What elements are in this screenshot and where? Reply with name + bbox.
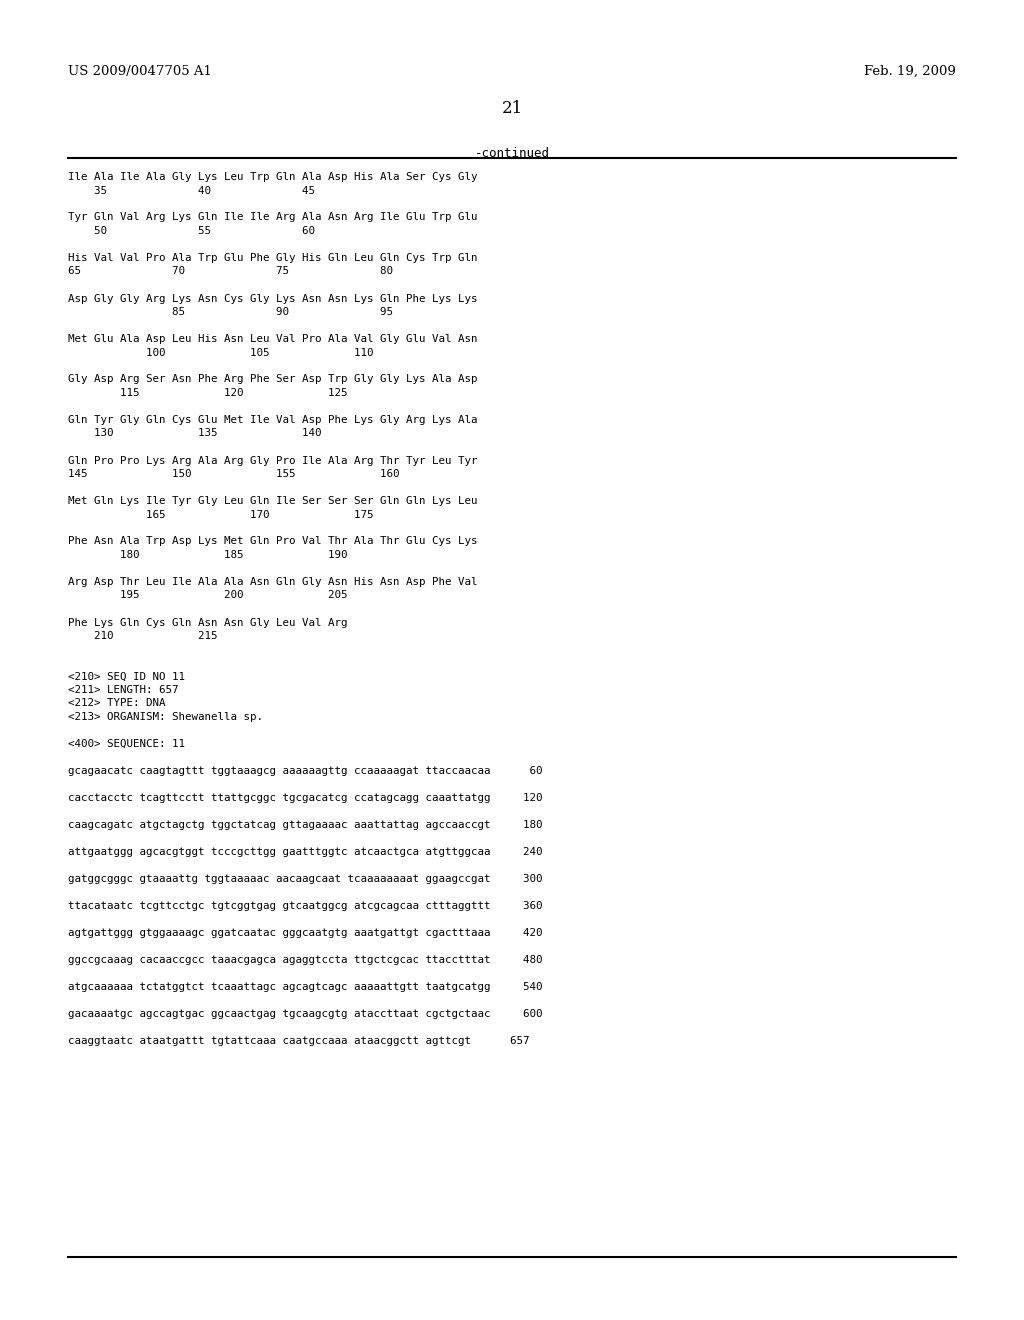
Text: 50              55              60: 50 55 60: [68, 226, 315, 236]
Text: Phe Lys Gln Cys Gln Asn Asn Gly Leu Val Arg: Phe Lys Gln Cys Gln Asn Asn Gly Leu Val …: [68, 618, 347, 627]
Text: atgcaaaaaa tctatggtct tcaaattagc agcagtcagc aaaaattgtt taatgcatgg     540: atgcaaaaaa tctatggtct tcaaattagc agcagtc…: [68, 982, 543, 993]
Text: <400> SEQUENCE: 11: <400> SEQUENCE: 11: [68, 739, 185, 748]
Text: caaggtaatc ataatgattt tgtattcaaa caatgccaaa ataacggctt agttcgt      657: caaggtaatc ataatgattt tgtattcaaa caatgcc…: [68, 1036, 529, 1045]
Text: <210> SEQ ID NO 11: <210> SEQ ID NO 11: [68, 672, 185, 681]
Text: 115             120             125: 115 120 125: [68, 388, 347, 399]
Text: Gln Pro Pro Lys Arg Ala Arg Gly Pro Ile Ala Arg Thr Tyr Leu Tyr: Gln Pro Pro Lys Arg Ala Arg Gly Pro Ile …: [68, 455, 477, 466]
Text: 21: 21: [502, 100, 522, 117]
Text: 180             185             190: 180 185 190: [68, 550, 347, 560]
Text: cacctacctc tcagttcctt ttattgcggc tgcgacatcg ccatagcagg caaattatgg     120: cacctacctc tcagttcctt ttattgcggc tgcgaca…: [68, 793, 543, 803]
Text: 100             105             110: 100 105 110: [68, 347, 374, 358]
Text: gatggcgggc gtaaaattg tggtaaaaac aacaagcaat tcaaaaaaaat ggaagccgat     300: gatggcgggc gtaaaattg tggtaaaaac aacaagca…: [68, 874, 543, 884]
Text: ggccgcaaag cacaaccgcc taaacgagca agaggtccta ttgctcgcac ttacctttat     480: ggccgcaaag cacaaccgcc taaacgagca agaggtc…: [68, 954, 543, 965]
Text: gacaaaatgc agccagtgac ggcaactgag tgcaagcgtg ataccttaat cgctgctaac     600: gacaaaatgc agccagtgac ggcaactgag tgcaagc…: [68, 1008, 543, 1019]
Text: 130             135             140: 130 135 140: [68, 429, 322, 438]
Text: US 2009/0047705 A1: US 2009/0047705 A1: [68, 65, 212, 78]
Text: Feb. 19, 2009: Feb. 19, 2009: [864, 65, 956, 78]
Text: Ile Ala Ile Ala Gly Lys Leu Trp Gln Ala Asp His Ala Ser Cys Gly: Ile Ala Ile Ala Gly Lys Leu Trp Gln Ala …: [68, 172, 477, 182]
Text: Tyr Gln Val Arg Lys Gln Ile Ile Arg Ala Asn Arg Ile Glu Trp Glu: Tyr Gln Val Arg Lys Gln Ile Ile Arg Ala …: [68, 213, 477, 223]
Text: 85              90              95: 85 90 95: [68, 308, 393, 317]
Text: <213> ORGANISM: Shewanella sp.: <213> ORGANISM: Shewanella sp.: [68, 711, 263, 722]
Text: Arg Asp Thr Leu Ile Ala Ala Asn Gln Gly Asn His Asn Asp Phe Val: Arg Asp Thr Leu Ile Ala Ala Asn Gln Gly …: [68, 577, 477, 587]
Text: Phe Asn Ala Trp Asp Lys Met Gln Pro Val Thr Ala Thr Glu Cys Lys: Phe Asn Ala Trp Asp Lys Met Gln Pro Val …: [68, 536, 477, 546]
Text: Met Glu Ala Asp Leu His Asn Leu Val Pro Ala Val Gly Glu Val Asn: Met Glu Ala Asp Leu His Asn Leu Val Pro …: [68, 334, 477, 345]
Text: <211> LENGTH: 657: <211> LENGTH: 657: [68, 685, 178, 696]
Text: caagcagatc atgctagctg tggctatcag gttagaaaac aaattattag agccaaccgt     180: caagcagatc atgctagctg tggctatcag gttagaa…: [68, 820, 543, 830]
Text: His Val Val Pro Ala Trp Glu Phe Gly His Gln Leu Gln Cys Trp Gln: His Val Val Pro Ala Trp Glu Phe Gly His …: [68, 253, 477, 263]
Text: agtgattggg gtggaaaagc ggatcaatac gggcaatgtg aaatgattgt cgactttaaa     420: agtgattggg gtggaaaagc ggatcaatac gggcaat…: [68, 928, 543, 939]
Text: Gly Asp Arg Ser Asn Phe Arg Phe Ser Asp Trp Gly Gly Lys Ala Asp: Gly Asp Arg Ser Asn Phe Arg Phe Ser Asp …: [68, 375, 477, 384]
Text: attgaatggg agcacgtggt tcccgcttgg gaatttggtc atcaactgca atgttggcaa     240: attgaatggg agcacgtggt tcccgcttgg gaatttg…: [68, 847, 543, 857]
Text: -continued: -continued: [474, 147, 550, 160]
Text: 145             150             155             160: 145 150 155 160: [68, 469, 399, 479]
Text: Gln Tyr Gly Gln Cys Glu Met Ile Val Asp Phe Lys Gly Arg Lys Ala: Gln Tyr Gly Gln Cys Glu Met Ile Val Asp …: [68, 414, 477, 425]
Text: Met Gln Lys Ile Tyr Gly Leu Gln Ile Ser Ser Ser Gln Gln Lys Leu: Met Gln Lys Ile Tyr Gly Leu Gln Ile Ser …: [68, 496, 477, 506]
Text: 165             170             175: 165 170 175: [68, 510, 374, 520]
Text: <212> TYPE: DNA: <212> TYPE: DNA: [68, 698, 166, 709]
Text: Asp Gly Gly Arg Lys Asn Cys Gly Lys Asn Asn Lys Gln Phe Lys Lys: Asp Gly Gly Arg Lys Asn Cys Gly Lys Asn …: [68, 293, 477, 304]
Text: 65              70              75              80: 65 70 75 80: [68, 267, 393, 276]
Text: 210             215: 210 215: [68, 631, 217, 642]
Text: 195             200             205: 195 200 205: [68, 590, 347, 601]
Text: ttacataatc tcgttcctgc tgtcggtgag gtcaatggcg atcgcagcaa ctttaggttt     360: ttacataatc tcgttcctgc tgtcggtgag gtcaatg…: [68, 902, 543, 911]
Text: gcagaacatc caagtagttt tggtaaagcg aaaaaagttg ccaaaaagat ttaccaacaa      60: gcagaacatc caagtagttt tggtaaagcg aaaaaag…: [68, 766, 543, 776]
Text: 35              40              45: 35 40 45: [68, 186, 315, 195]
